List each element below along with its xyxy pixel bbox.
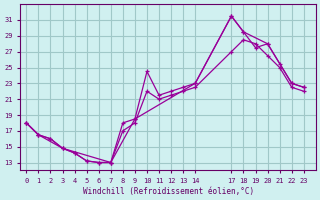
X-axis label: Windchill (Refroidissement éolien,°C): Windchill (Refroidissement éolien,°C) <box>83 187 254 196</box>
